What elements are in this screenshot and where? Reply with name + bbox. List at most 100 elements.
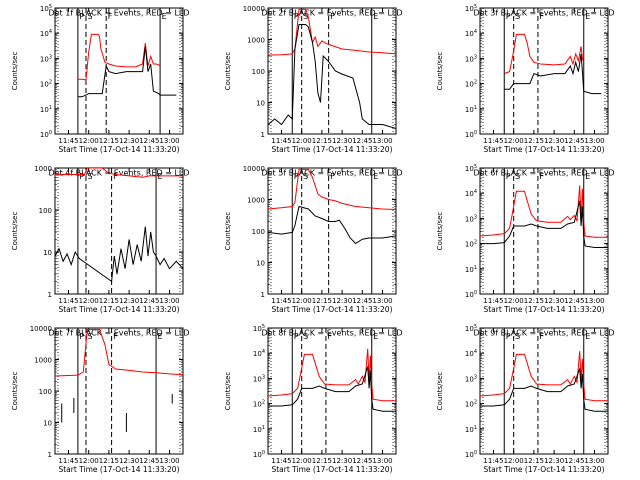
y-tick-label: 1000 xyxy=(247,197,265,205)
plot-frame xyxy=(479,167,609,295)
series-line-events xyxy=(504,53,602,95)
y-axis-label: Counts/sec xyxy=(224,212,232,251)
y-tick-label: 103 xyxy=(465,214,477,223)
x-tick-label: 12:00 xyxy=(79,457,99,465)
series-line-lld xyxy=(55,328,183,377)
y-tick-label: 100 xyxy=(252,68,265,76)
marker-label-s: S xyxy=(87,12,92,21)
series-line-lld xyxy=(77,33,161,81)
y-axis-label: Counts/sec xyxy=(11,212,19,251)
x-tick-label: 12:00 xyxy=(292,137,312,145)
marker-label-f: F xyxy=(327,332,332,341)
x-axis-label: Start Time (17-Oct-14 11:33:20) xyxy=(271,305,392,314)
series-line-lld xyxy=(504,33,585,75)
y-tick-label: 104 xyxy=(465,349,477,358)
plot-frame xyxy=(54,167,184,295)
y-tick-label: 100 xyxy=(253,450,265,459)
y-tick-label: 105 xyxy=(253,324,265,333)
chart-title: Det 9f BLACK = Events, RED = LLD xyxy=(473,329,614,338)
series-line-lld xyxy=(480,185,608,238)
x-tick-label: 13:00 xyxy=(372,457,392,465)
x-tick-label: 13:00 xyxy=(159,137,179,145)
plot-frame xyxy=(267,7,397,135)
x-tick-label: 12:15 xyxy=(524,297,544,305)
y-tick-label: 100 xyxy=(252,228,265,236)
x-tick-label: 12:30 xyxy=(544,457,564,465)
series-line-lld xyxy=(268,168,396,210)
x-tick-label: 12:30 xyxy=(332,457,352,465)
y-tick-label: 1 xyxy=(261,131,265,139)
marker-label-f: F xyxy=(113,332,118,341)
x-tick-label: 12:00 xyxy=(79,137,99,145)
x-tick-label: 13:00 xyxy=(159,457,179,465)
x-tick-label: 12:00 xyxy=(292,457,312,465)
series-line-events xyxy=(268,24,396,129)
marker-label-e: E xyxy=(162,12,167,21)
y-tick-label: 102 xyxy=(253,400,265,409)
marker-label-s: S xyxy=(515,332,520,341)
chart-panel-det-6: Det 6f BLACK = Events, RED = LLD 100 101 10… xyxy=(436,164,615,314)
marker-label-f: F xyxy=(539,172,544,181)
marker-label-s: S xyxy=(303,172,308,181)
plot-frame xyxy=(479,7,609,135)
y-tick-label: 10 xyxy=(43,420,52,428)
x-tick-label: 12:00 xyxy=(504,137,524,145)
chart-panel-det-2: Det 2f BLACK = Events, RED = LLD 1 10 100 10… xyxy=(224,5,403,154)
x-tick-label: 12:45 xyxy=(564,137,584,145)
y-tick-label: 102 xyxy=(465,80,477,89)
y-tick-label: 104 xyxy=(465,29,477,38)
chart-title: Det 5f BLACK = Events, RED = LLD xyxy=(261,169,402,178)
x-tick-label: 13:00 xyxy=(584,297,604,305)
marker-label-e: E xyxy=(585,332,590,341)
y-axis-label: Counts/sec xyxy=(436,212,444,251)
x-axis-label: Start Time (17-Oct-14 11:33:20) xyxy=(483,145,604,154)
x-tick-label: 11:45 xyxy=(58,297,78,305)
x-axis-label: Start Time (17-Oct-14 11:33:20) xyxy=(58,465,179,474)
y-axis-label: Counts/sec xyxy=(11,372,19,411)
y-tick-label: 103 xyxy=(253,374,265,383)
x-tick-label: 12:45 xyxy=(564,297,584,305)
series-line-lld xyxy=(55,168,183,178)
y-tick-label: 104 xyxy=(253,349,265,358)
chart-panel-det-9: Det 9f BLACK = Events, RED = LLD 100 101 10… xyxy=(436,324,615,474)
y-tick-label: 103 xyxy=(465,54,477,63)
y-tick-label: 100 xyxy=(40,130,52,139)
chart-panel-det-4: Det 4f BLACK = Events, RED = LLD 1 10 100 10… xyxy=(11,165,190,314)
plot-frame xyxy=(54,7,184,135)
marker-label-e: E xyxy=(158,332,163,341)
x-tick-label: 12:30 xyxy=(119,137,139,145)
x-tick-label: 12:00 xyxy=(504,457,524,465)
x-axis-label: Start Time (17-Oct-14 11:33:20) xyxy=(483,465,604,474)
y-tick-label: 102 xyxy=(40,80,52,89)
x-tick-label: 12:30 xyxy=(119,457,139,465)
y-tick-label: 10 xyxy=(256,260,265,268)
chart-title: Det 1f BLACK = Events, RED = LLD xyxy=(48,9,189,18)
marker-label-f: F xyxy=(539,12,544,21)
x-axis-label: Start Time (17-Oct-14 11:33:20) xyxy=(58,145,179,154)
y-axis-label: Counts/sec xyxy=(224,372,232,411)
marker-label-s: S xyxy=(87,332,92,341)
x-tick-label: 12:45 xyxy=(352,297,372,305)
x-axis-label: Start Time (17-Oct-14 11:33:20) xyxy=(271,465,392,474)
marker-label-e: E xyxy=(373,12,378,21)
y-tick-label: 104 xyxy=(40,29,52,38)
x-tick-label: 11:45 xyxy=(483,297,503,305)
y-tick-label: 102 xyxy=(465,400,477,409)
plot-frame xyxy=(54,327,184,455)
marker-label-e: E xyxy=(585,172,590,181)
x-tick-label: 12:45 xyxy=(139,297,159,305)
marker-label-p: P xyxy=(506,172,511,181)
marker-label-p: P xyxy=(294,172,299,181)
chart-panel-det-8: Det 8f BLACK = Events, RED = LLD 100 101 10… xyxy=(224,324,403,474)
y-tick-label: 10000 xyxy=(30,325,52,333)
marker-label-f: F xyxy=(539,332,544,341)
marker-label-p: P xyxy=(294,12,299,21)
y-tick-label: 10 xyxy=(43,249,52,257)
y-tick-label: 100 xyxy=(465,450,477,459)
x-tick-label: 12:00 xyxy=(504,297,524,305)
marker-label-s: S xyxy=(303,12,308,21)
y-tick-label: 104 xyxy=(465,189,477,198)
y-tick-label: 1000 xyxy=(247,37,265,45)
y-axis-label: Counts/sec xyxy=(436,372,444,411)
y-tick-label: 101 xyxy=(465,265,477,274)
